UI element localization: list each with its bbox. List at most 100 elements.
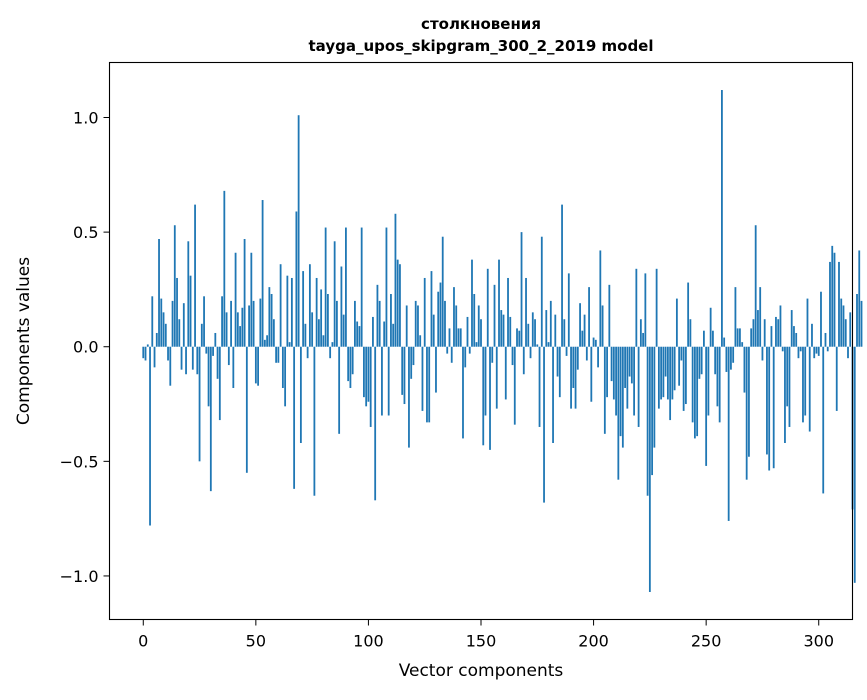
bar (207, 346, 210, 407)
bar (840, 298, 843, 347)
bar (619, 346, 622, 437)
bar (176, 277, 178, 347)
bar (299, 346, 302, 443)
bar (374, 346, 377, 501)
bar (617, 346, 620, 480)
bar (849, 312, 852, 347)
bar (477, 305, 480, 347)
bar (549, 300, 552, 347)
bar (509, 316, 512, 347)
bar (714, 346, 717, 375)
bar (790, 310, 793, 347)
bar (372, 316, 374, 347)
bar (351, 346, 354, 375)
bar (212, 346, 214, 356)
bar (630, 346, 633, 384)
bar (770, 326, 773, 347)
bar (336, 300, 338, 347)
bar (648, 346, 651, 592)
bar (772, 346, 775, 469)
bar (603, 346, 606, 434)
x-tick-label: 200 (578, 632, 609, 651)
bar (446, 346, 449, 354)
bar (531, 312, 534, 347)
bar (777, 319, 780, 347)
bar (853, 346, 856, 583)
bar (644, 273, 647, 347)
bar (394, 213, 397, 347)
bar (621, 346, 624, 448)
bar (768, 346, 771, 471)
bar (567, 273, 570, 347)
bar (216, 346, 219, 379)
bar (444, 300, 446, 347)
bar (558, 346, 561, 398)
bar (662, 346, 665, 398)
bar (594, 339, 597, 347)
plot-frame (108, 61, 854, 621)
bar (642, 332, 645, 347)
bar (766, 346, 768, 455)
bar (759, 287, 762, 347)
bar (306, 346, 309, 359)
bar (597, 346, 599, 368)
bar (513, 346, 516, 425)
bar (752, 319, 755, 347)
bar (448, 328, 451, 347)
bar (561, 204, 563, 347)
bar (639, 319, 642, 347)
bar (748, 346, 750, 457)
bar (797, 346, 800, 359)
bar (257, 346, 259, 386)
bar (277, 346, 280, 363)
bar (682, 346, 685, 411)
bar (169, 346, 172, 386)
bar (403, 346, 406, 405)
bar (430, 271, 433, 347)
x-axis-ticks: 0 50 100 150 200 250 300 (138, 619, 834, 651)
bar (401, 346, 404, 395)
bar (471, 259, 473, 347)
bar (248, 305, 250, 347)
bar (191, 346, 194, 370)
bar (387, 346, 390, 416)
bar (239, 326, 241, 347)
bar (739, 328, 741, 347)
bar (185, 346, 187, 375)
bar (653, 346, 656, 448)
bar (405, 305, 408, 347)
bar (245, 346, 248, 473)
bar (741, 342, 744, 347)
bar (320, 289, 323, 347)
bar (693, 346, 696, 439)
x-tick-label: 50 (246, 632, 266, 651)
bar (439, 282, 442, 347)
bar (457, 328, 460, 347)
bar (315, 277, 318, 347)
bar (538, 346, 541, 427)
bar (286, 275, 289, 347)
bar (383, 321, 386, 347)
bar (838, 261, 840, 347)
bar (178, 319, 181, 347)
bar (367, 346, 370, 402)
x-tick-label: 0 (138, 632, 148, 651)
x-tick-label: 300 (803, 632, 834, 651)
bar (342, 314, 345, 347)
bar (243, 239, 246, 347)
bar (860, 300, 863, 347)
bar (486, 268, 489, 347)
bar (484, 346, 487, 416)
bar (356, 321, 359, 347)
bar (788, 346, 791, 427)
bar (187, 241, 190, 347)
bar (525, 277, 527, 347)
bar (817, 346, 820, 356)
bar (835, 346, 838, 411)
bar (691, 346, 694, 423)
bar (540, 236, 543, 347)
bar (601, 305, 604, 347)
bar (552, 346, 554, 443)
bar (421, 346, 424, 411)
bar (230, 300, 232, 347)
